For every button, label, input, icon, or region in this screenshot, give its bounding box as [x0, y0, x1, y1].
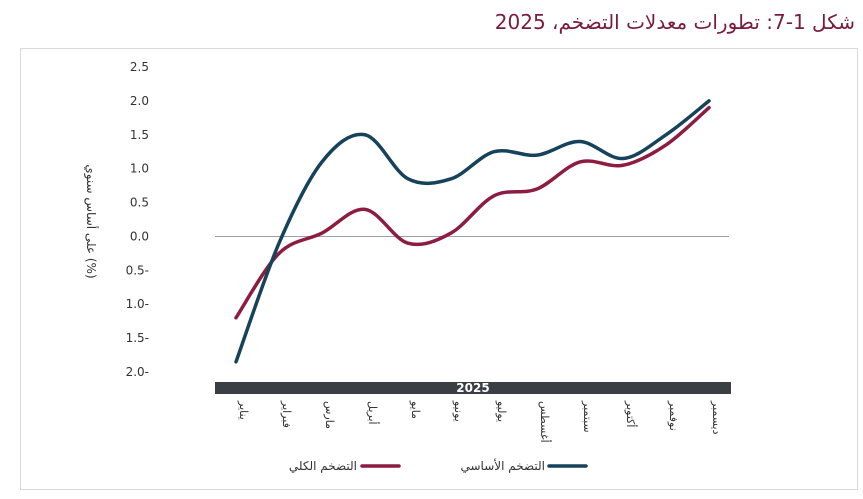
x-tick-label: مايو [409, 400, 422, 419]
legend-label: التضخم الأساسي [460, 458, 545, 473]
x-tick-label: أبريل [366, 401, 380, 425]
year-band [215, 382, 731, 394]
y-tick-label: 1.0- [126, 297, 149, 311]
line-chart: 2.5 2.0 1.5 1.0 0.5 0.0 0.5- 1.0- 1.5- 2.0- على أ… [83, 60, 731, 473]
x-tick-label: أغسطس [538, 401, 552, 443]
chart-frame: 2.5 2.0 1.5 1.0 0.5 0.0 0.5- 1.0- 1.5- 2.0- على أ… [20, 48, 858, 490]
legend-label: التضخم الكلي [289, 459, 357, 473]
series-line [234, 105, 711, 320]
y-tick-label: 2.0- [126, 365, 149, 379]
chart-title: شكل 1-7: تطورات معدلات التضخم، 2025 [494, 10, 855, 34]
y-axis-label: على أساس سنوي (%) [83, 164, 99, 278]
y-tick-label: 1.0 [130, 162, 149, 176]
y-tick-label: 0.5- [126, 263, 149, 277]
y-tick-label: 2.5 [130, 60, 149, 74]
x-tick-label: مارس [323, 401, 336, 429]
x-tick-label: يونيو [452, 400, 465, 422]
series-line [234, 99, 711, 364]
legend: التضخم الكلي التضخم الأساسي [289, 458, 588, 473]
x-tick-label: سبتمبر [581, 400, 594, 433]
y-tick-label: 0.0 [130, 229, 149, 243]
x-axis-labels: يناير فبراير مارس أبريل مايو يونيو يوليو أغسطس س… [237, 400, 723, 443]
y-tick-label: 1.5 [130, 128, 149, 142]
year-band-label: 2025 [456, 381, 489, 395]
series-layer [234, 99, 711, 364]
y-tick-label: 2.0 [130, 94, 149, 108]
y-tick-label: 1.5- [126, 331, 149, 345]
x-tick-label: فبراير [280, 400, 293, 428]
x-tick-label: يوليو [495, 400, 508, 422]
x-tick-label: ديسمبر [710, 400, 723, 435]
x-tick-label: يناير [237, 400, 250, 420]
x-tick-label: نوفمبر [667, 400, 680, 431]
x-tick-label: أكتوبر [624, 400, 638, 427]
y-axis-ticks: 2.5 2.0 1.5 1.0 0.5 0.0 0.5- 1.0- 1.5- 2.0- [126, 60, 149, 379]
y-tick-label: 0.5 [130, 196, 149, 210]
